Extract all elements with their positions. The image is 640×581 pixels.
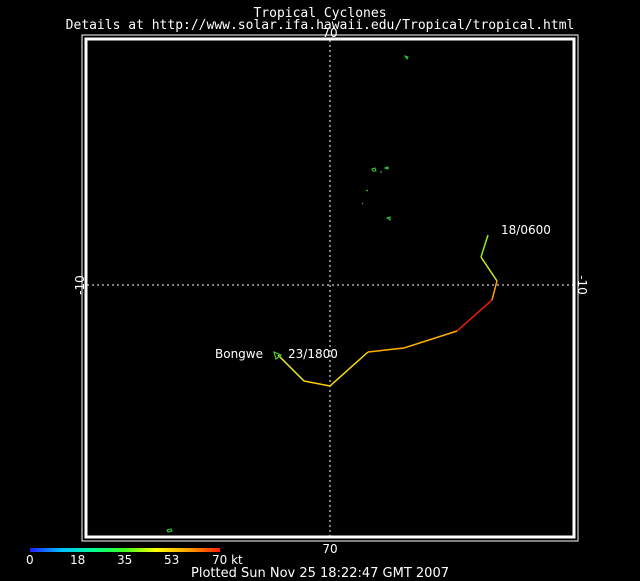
colorbar-label-53: 53 xyxy=(164,553,180,567)
colorbar-label-18: 18 xyxy=(70,553,86,567)
plotted-timestamp: Plotted Sun Nov 25 18:22:47 GMT 2007 xyxy=(191,566,449,581)
island-1 xyxy=(403,55,409,60)
storm-name-label: Bongwe xyxy=(215,347,263,361)
lon-tick-top: 70 xyxy=(322,26,337,40)
map-frame-outer xyxy=(81,34,579,542)
island-6 xyxy=(361,202,364,205)
islands xyxy=(166,55,409,533)
island-5 xyxy=(365,189,369,192)
track-seg-2 xyxy=(480,256,498,282)
colorbar-label-70: 70 kt xyxy=(212,553,243,567)
island-2 xyxy=(371,167,377,172)
track-seg-5 xyxy=(367,330,458,353)
colorbar-label-0: 0 xyxy=(26,553,34,567)
lat-tick-left: -10 xyxy=(73,275,87,295)
colorbar-label-35: 35 xyxy=(117,553,133,567)
map-title: Tropical Cyclones xyxy=(253,6,387,21)
track-seg-3 xyxy=(491,280,498,301)
track-seg-7 xyxy=(303,380,331,387)
track-seg-4 xyxy=(456,299,493,332)
wind-speed-colorbar xyxy=(30,548,220,552)
storm-track-bongwe xyxy=(277,234,498,387)
track-seg-1 xyxy=(480,234,489,258)
track-seg-8 xyxy=(277,354,305,382)
track-start-label: 18/0600 xyxy=(501,223,551,237)
lon-tick-bottom: 70 xyxy=(322,542,337,556)
lat-tick-right: -10 xyxy=(575,275,589,295)
details-url: Details at http://www.solar.ifa.hawaii.e… xyxy=(65,18,575,33)
island-8 xyxy=(166,528,173,533)
island-4 xyxy=(383,166,389,170)
track-end-label: 23/1800 xyxy=(288,347,338,361)
map-frame xyxy=(84,37,576,539)
track-seg-6 xyxy=(329,351,369,387)
storm-end-marker xyxy=(273,350,283,361)
island-7 xyxy=(385,216,391,221)
